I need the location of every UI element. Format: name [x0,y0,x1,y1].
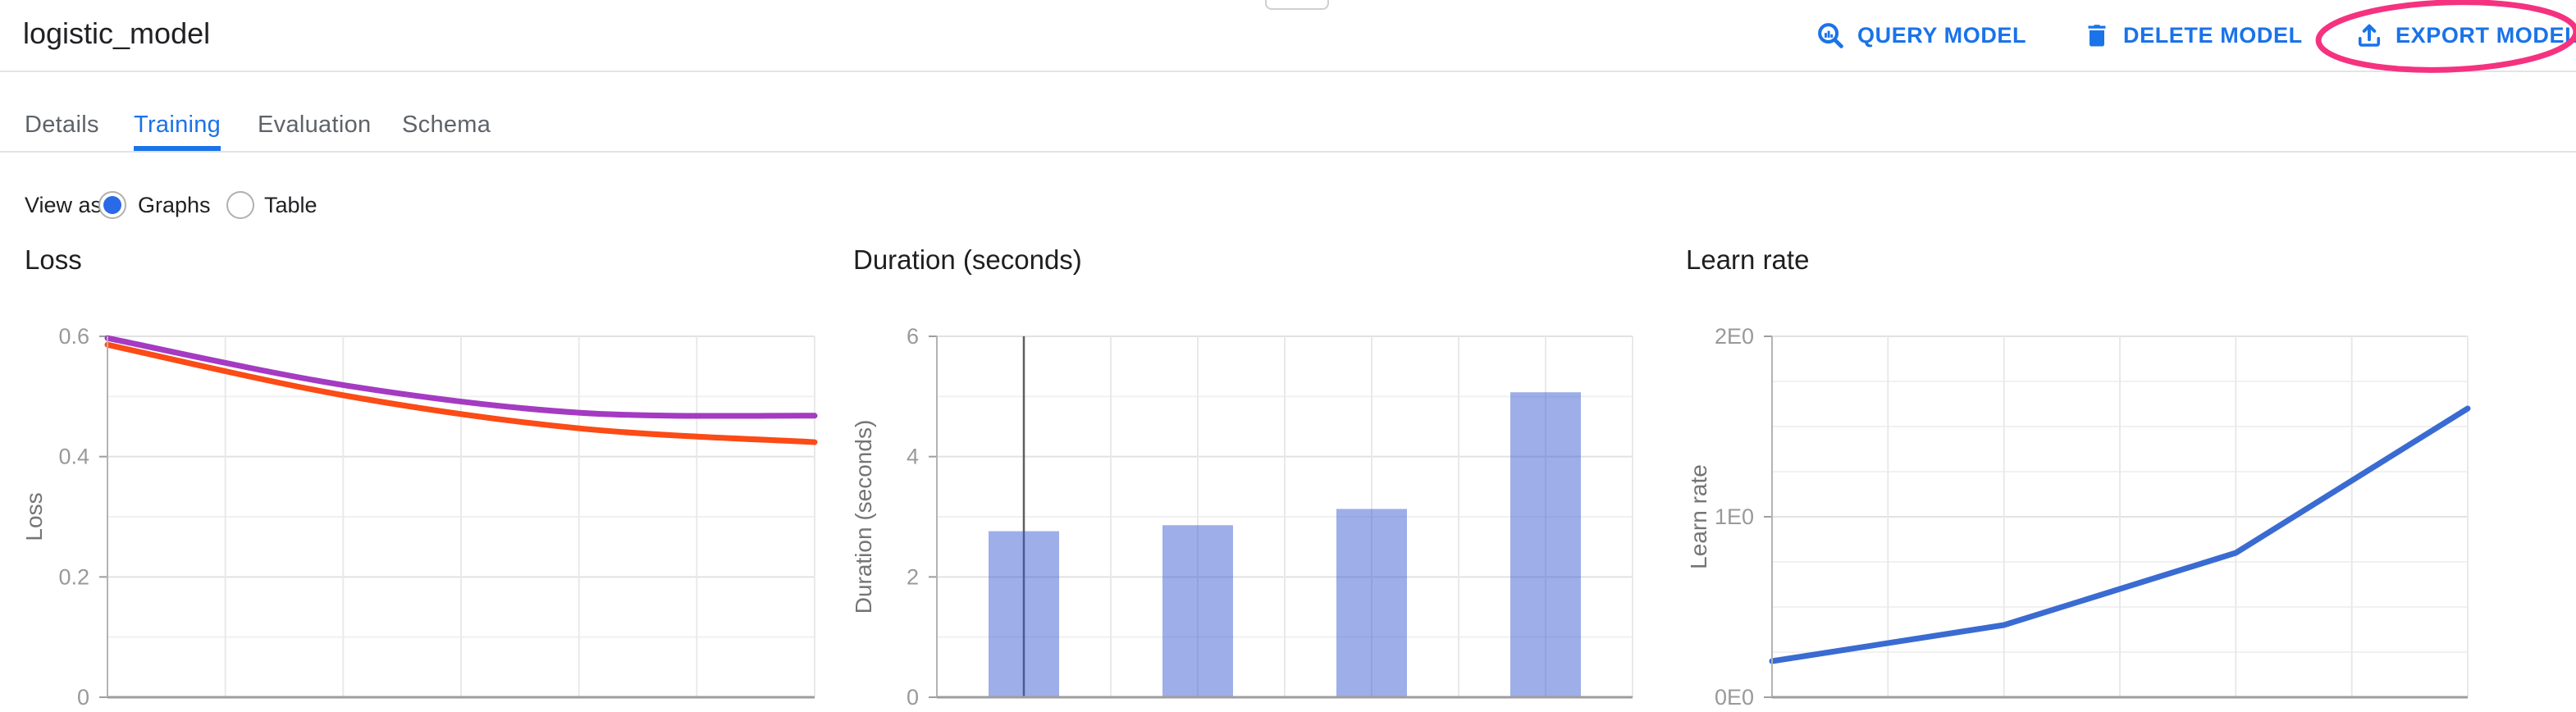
graphs-radio-label[interactable]: Graphs [138,193,211,217]
duration-bar [1162,525,1233,697]
duration-chart-title: Duration (seconds) [853,244,1082,275]
tab-details[interactable]: Details [25,98,99,151]
page-title: logistic_model [23,16,211,50]
y-tick-label: 1E0 [1715,504,1754,529]
upload-icon [2354,21,2384,50]
y-tick-label: 0.6 [58,324,89,349]
tab-evaluation[interactable]: Evaluation [258,98,371,151]
learn-rate-series-line-1 [1769,405,2471,664]
tab-evaluation-label: Evaluation [258,111,372,138]
graphs-radio[interactable] [98,191,126,219]
radio-dot [103,196,121,214]
duration-bar [1336,509,1407,697]
duration-bar [1510,392,1581,697]
y-tick-label: 0E0 [1715,685,1754,710]
y-axis-title: Learn rate [1686,464,1711,569]
top-center-pill [1265,0,1329,10]
y-axis-title: Duration (seconds) [851,420,876,614]
chart-loss: 0 0.2 0.4 0.6 Loss [21,324,818,710]
view-as-label: View as [25,193,103,217]
y-tick-label: 2E0 [1715,324,1754,349]
tab-schema-label: Schema [402,111,491,138]
duration-bar [989,531,1059,697]
y-tick-label: 6 [907,324,919,349]
table-radio-label[interactable]: Table [264,193,317,217]
tab-schema[interactable]: Schema [402,98,491,151]
view-as-row: View as Graphs Table [0,190,984,220]
y-tick-label: 2 [907,564,919,589]
export-model-button[interactable]: EXPORT MODEL [2354,0,2576,71]
delete-model-label: DELETE MODEL [2123,22,2303,48]
query-model-icon [1815,20,1846,51]
learn-rate-chart-title: Learn rate [1686,244,1810,275]
y-axis-title: Loss [21,492,47,541]
export-model-label: EXPORT MODEL [2396,22,2576,48]
query-model-label: QUERY MODEL [1857,22,2027,48]
tab-details-label: Details [25,111,99,138]
trash-icon [2082,21,2112,50]
tab-training-label: Training [134,111,222,138]
query-model-button[interactable]: QUERY MODEL [1815,0,2026,71]
y-tick-label: 0.4 [58,445,89,469]
chart-duration-seconds: 0 2 4 6 Duration (seconds) [851,324,1633,710]
loss-series-line-1 [104,335,818,419]
charts-canvas: 0 0.2 0.4 0.6 Loss 0 2 4 6 Duration (seconds) 0E0 1… [21,324,2471,710]
y-tick-label: 0.2 [58,564,89,589]
y-tick-label: 0 [77,685,89,710]
tab-training[interactable]: Training [134,98,222,151]
y-tick-label: 4 [907,445,919,469]
loss-series-line-2 [104,341,818,445]
table-radio[interactable] [226,191,254,219]
loss-chart-title: Loss [25,244,82,275]
y-tick-label: 0 [907,685,919,710]
chart-learn-rate: 0E0 1E0 2E0 Learn rate [1686,324,2471,710]
page-header: logistic_model QUERY MODEL DELETE MODEL [0,0,2576,72]
delete-model-button[interactable]: DELETE MODEL [2082,0,2303,71]
tab-bar: Details Training Evaluation Schema [0,98,2576,153]
